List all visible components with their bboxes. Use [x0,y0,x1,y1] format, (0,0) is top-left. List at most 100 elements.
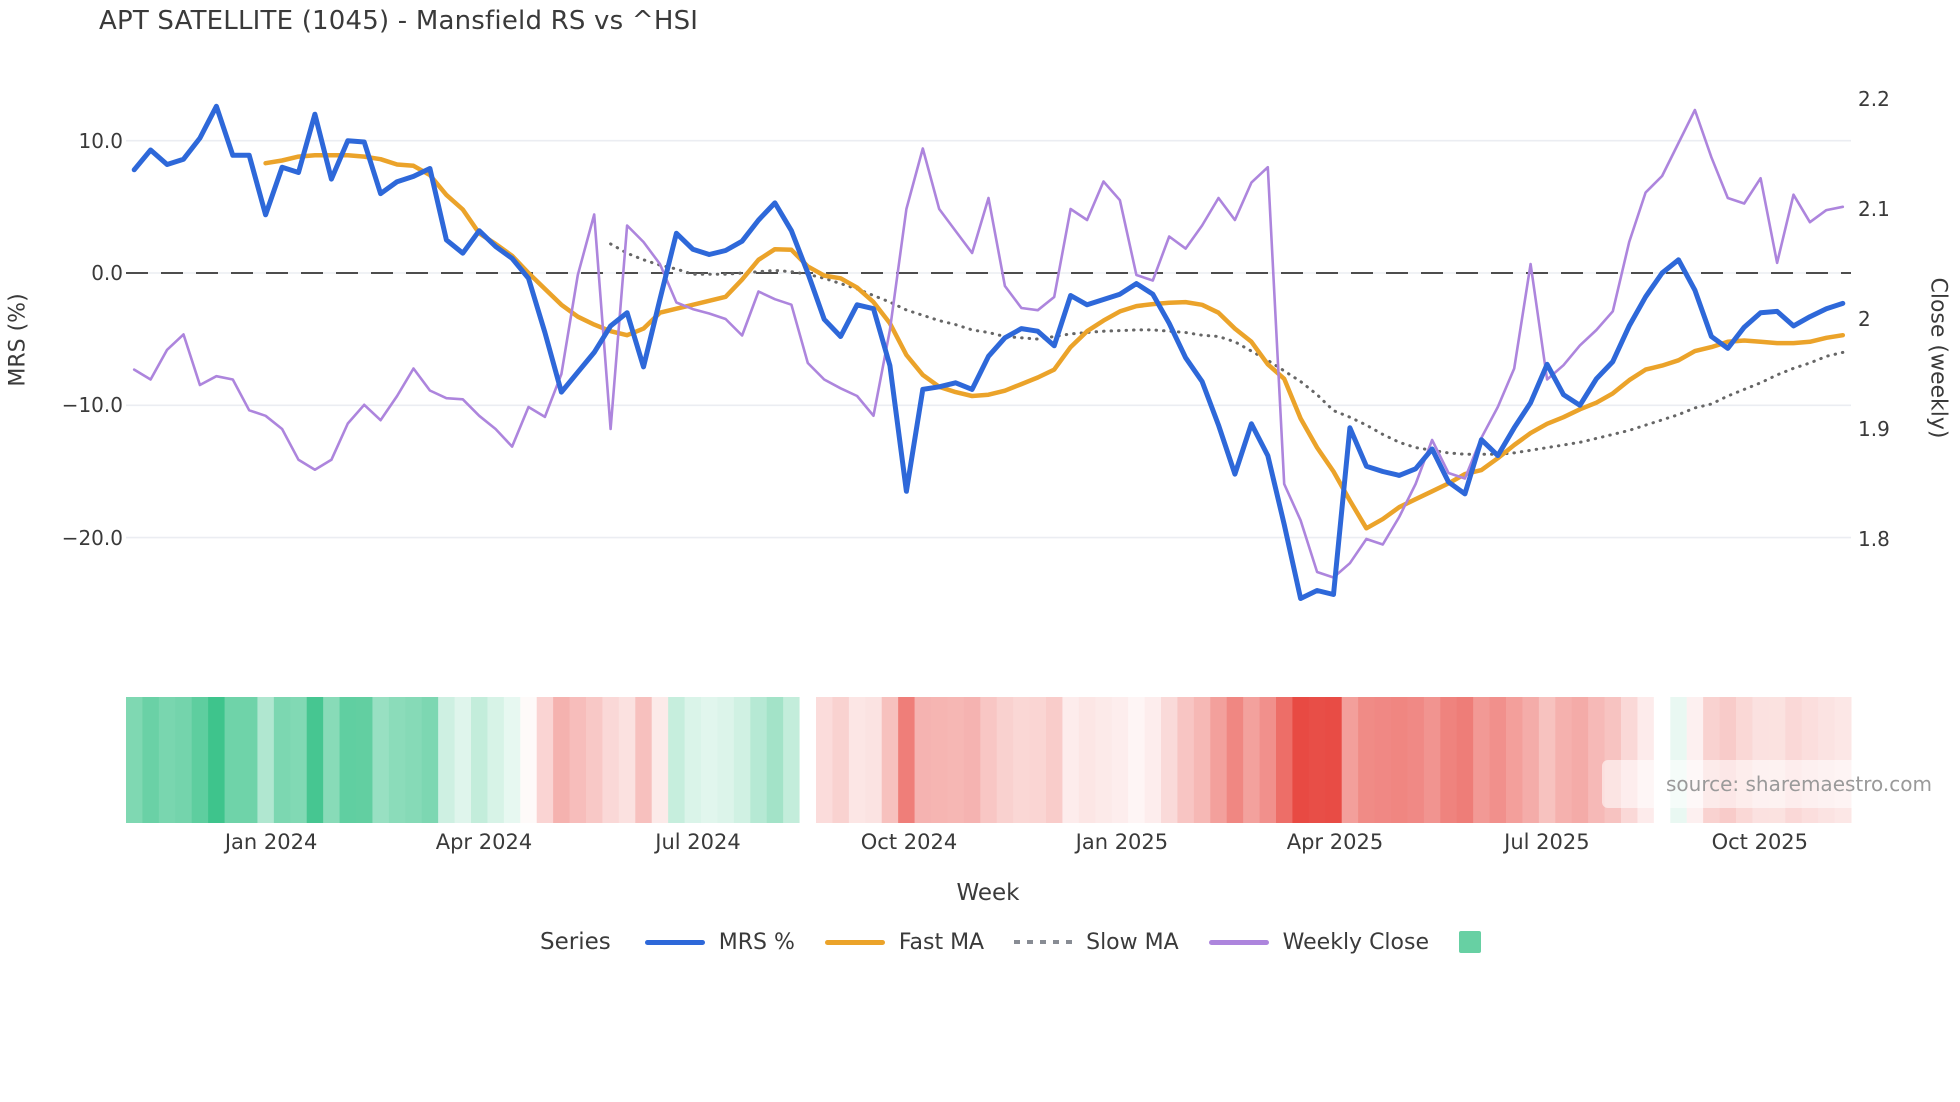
heatmap-cell [750,697,768,823]
heatmap-cell [1473,697,1491,823]
legend-label: Weekly Close [1282,929,1430,955]
heatmap-cell [372,697,390,823]
heatmap-cell [536,697,554,823]
heatmap-cell [191,697,209,823]
heatmap-cell [323,697,341,823]
heatmap-cell [175,697,193,823]
series-mrs- [131,103,1846,601]
heatmap-cell [257,697,275,823]
heatmap-cell [553,697,571,823]
heatmap-cell [569,697,587,823]
heatmap-cell [717,697,735,823]
heatmap-cell [618,697,636,823]
series-fast-ma [263,153,1846,531]
x-tick-oct-2024: Oct 2024 [860,830,958,854]
heatmap-cell [208,697,226,823]
heatmap-cell [1391,697,1408,823]
right-tick-2.2: 2.2 [1858,87,1890,111]
heatmap-cell [602,697,620,823]
left-axis-title: MRS (%) [5,293,31,387]
heatmap-cell [931,697,948,823]
heatmap-cell [865,697,883,823]
page-title: APT SATELLITE (1045) - Mansfield RS vs ^… [99,6,699,36]
legend-item-weekly-close: Weekly Close [1208,929,1430,955]
heatmap-cell [224,697,242,823]
heatmap-cell [438,697,456,823]
legend-item-mrs-: MRS % [644,930,795,955]
right-tick-1.8: 1.8 [1858,527,1890,551]
watermark: source: sharemaestro.com [1602,760,1944,808]
heatmap-cell [1374,697,1392,823]
left-tick-10: 10.0 [78,128,123,153]
heatmap-cell [1440,697,1458,823]
legend-label: Slow MA [1086,929,1179,955]
x-tick-jan-2024: Jan 2024 [224,830,318,854]
heatmap-cell [1292,697,1310,823]
heatmap-cell [1555,697,1573,823]
legend-item-heatmap [1459,931,1482,953]
x-tick-jul-2024: Jul 2024 [655,830,741,854]
heatmap-cell [1144,697,1162,823]
x-tick-oct-2025: Oct 2025 [1711,830,1809,854]
legend-item-slow-ma: Slow MA [1014,930,1179,955]
heatmap-cell [158,697,176,823]
heatmap-cell [1210,697,1228,823]
heatmap-cell [1062,697,1080,823]
heatmap-cell [1013,697,1031,823]
legend-swatch [1014,940,1073,944]
heatmap-cell [1489,697,1507,823]
x-tick-jan-2025: Jan 2025 [1075,830,1169,854]
heatmap-cell [668,697,686,823]
heatmap-cell [1078,697,1096,823]
heatmap-cell [766,697,784,823]
heatmap-cell [733,697,751,823]
legend-swatch [1208,939,1269,945]
heatmap-cell [471,697,488,823]
heatmap-cell [1522,697,1540,823]
heatmap-cell [881,697,899,823]
heatmap-cell [405,697,423,823]
heatmap-cell [947,697,965,823]
heatmap-cell [1259,697,1277,823]
heatmap-cell [684,697,702,823]
heatmap-cell [1358,697,1376,823]
x-axis-title: Week [956,880,1020,906]
heatmap-cell [651,697,669,823]
heatmap-cell [1046,697,1063,823]
heatmap-cell [1571,697,1589,823]
heatmap-cell [848,697,866,823]
heatmap-cell [816,697,833,823]
heatmap-cell [1325,697,1343,823]
heatmap-cell [388,697,406,823]
heatmap-cell [1161,697,1178,823]
heatmap-cell [799,697,817,823]
heatmap-cell [1095,697,1113,823]
heatmap-cell [503,697,521,823]
heatmap-cell [1226,697,1244,823]
heatmap-cell [1341,697,1359,823]
heatmap-cell [1276,697,1293,823]
heatmap-cell [1308,697,1326,823]
heatmap-cell [1111,697,1129,823]
heatmap-cell [1128,697,1146,823]
right-tick-1.9: 1.9 [1858,417,1890,441]
heatmap-cell [1029,697,1047,823]
legend-label: Fast MA [898,929,985,955]
heatmap-cell [586,697,603,823]
legend-title: Series [540,929,611,955]
heatmap-cell [832,697,850,823]
heatmap-cell [273,697,291,823]
left-tick--20: −20.0 [61,525,123,550]
x-tick-jul-2025: Jul 2025 [1504,830,1590,854]
x-tick-apr-2025: Apr 2025 [1286,830,1384,854]
heatmap-cell [914,697,932,823]
heatmap-cell [1538,697,1556,823]
heatmap-cell [1177,697,1195,823]
watermark-text: source: sharemaestro.com [1666,772,1932,796]
legend-swatch [1459,931,1482,953]
heatmap-cell [1456,697,1474,823]
heatmap-cell [635,697,653,823]
heatmap-cell [356,697,373,823]
heatmap-cell [142,697,160,823]
